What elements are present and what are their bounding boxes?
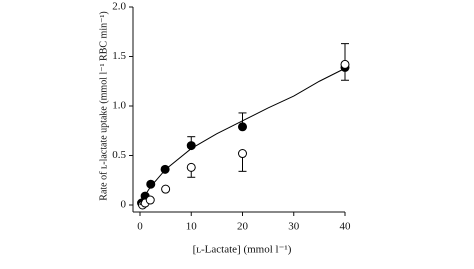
x-tick-label: 0	[137, 221, 143, 233]
x-tick-label: 30	[288, 221, 300, 233]
fit-curve	[139, 67, 346, 206]
x-tick-label: 40	[340, 221, 352, 233]
filled-point	[146, 179, 156, 189]
y-tick-label: 1.5	[112, 50, 126, 62]
x-tick-label: 10	[186, 221, 198, 233]
open-point	[145, 195, 155, 205]
y-tick-label: 0	[121, 199, 127, 211]
filled-point	[238, 122, 247, 132]
y-tick-label: 0.5	[112, 149, 126, 161]
open-point	[186, 162, 196, 172]
y-axis-label: Rate of ʟ-lactate uptake (mmol l⁻¹ RBC m…	[98, 11, 109, 200]
open-point	[340, 59, 350, 69]
y-tick-label: 1.0	[112, 100, 126, 112]
x-axis-label: [ʟ-Lactate] (mmol l⁻¹)	[193, 244, 292, 256]
open-point	[161, 184, 171, 194]
open-point	[238, 149, 247, 159]
x-tick-label: 20	[237, 221, 249, 233]
y-tick-label: 2.0	[112, 1, 126, 13]
